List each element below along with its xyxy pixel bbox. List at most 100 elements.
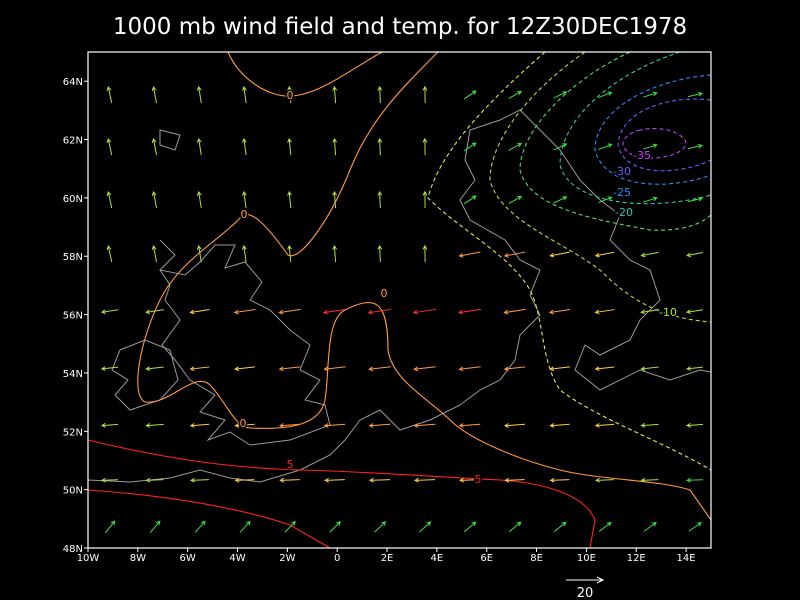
- wind-arrow: [459, 477, 480, 483]
- wind-arrow: [595, 477, 614, 483]
- wind-arrow: [503, 308, 526, 315]
- y-tick-label: 50N: [63, 486, 83, 497]
- y-tick-label: 54N: [63, 369, 83, 380]
- wind-arrow: [640, 423, 659, 428]
- y-tick-label: 56N: [63, 311, 83, 322]
- contour-label: 0: [287, 89, 294, 102]
- wind-arrow: [598, 143, 613, 151]
- wind-arrow: [508, 195, 523, 204]
- y-tick-label: 52N: [63, 427, 83, 438]
- wind-arrow: [549, 366, 570, 372]
- wind-arrow: [508, 521, 522, 533]
- wind-arrow: [242, 137, 247, 156]
- x-tick-label: 2E: [381, 553, 394, 564]
- contour-minus10: [489, 51, 712, 323]
- x-tick-label: 8W: [130, 553, 146, 564]
- contour-minus30: [617, 98, 712, 172]
- coast-europe: [87, 109, 712, 483]
- wind-arrow: [332, 85, 338, 104]
- wind-arrow: [242, 190, 247, 209]
- wind-arrow: [189, 423, 210, 428]
- wind-arrow: [189, 366, 210, 372]
- wind-vectors: [100, 85, 704, 534]
- wind-arrow: [640, 477, 659, 483]
- x-tick-label: 10W: [77, 553, 100, 564]
- wind-arrow: [549, 423, 570, 428]
- temperature-contours: [87, 51, 712, 549]
- wind-arrow: [503, 251, 526, 258]
- contour-minus25: [594, 74, 712, 185]
- wind-arrow: [553, 196, 568, 204]
- wind-arrow: [242, 244, 247, 263]
- wind-arrow: [594, 251, 615, 258]
- wind-arrow: [377, 85, 383, 104]
- wind-arrow: [422, 244, 428, 263]
- wind-arrow: [553, 521, 567, 533]
- map-frame: [87, 51, 712, 549]
- wind-arrow: [553, 143, 568, 151]
- contour-5: [87, 489, 331, 549]
- reference-label: 20: [577, 586, 594, 600]
- wind-arrow: [100, 423, 119, 428]
- wind-arrow: [374, 521, 387, 533]
- wind-arrow: [463, 142, 477, 152]
- x-tick-label: 0: [334, 553, 340, 564]
- wind-arrow: [508, 90, 523, 99]
- wind-arrow: [106, 191, 113, 209]
- contour-minus15: [519, 51, 712, 231]
- wind-arrow: [234, 366, 255, 372]
- reference-arrow-head: [596, 576, 605, 584]
- contour-label: -35: [633, 149, 651, 162]
- wind-arrow: [196, 190, 202, 209]
- wind-arrow: [323, 423, 346, 428]
- wind-arrow: [279, 477, 300, 483]
- wind-arrow: [463, 195, 477, 205]
- wind-arrow: [287, 244, 292, 263]
- wind-arrow: [106, 138, 113, 156]
- wind-arrow: [322, 308, 347, 315]
- contour-label: -30: [613, 165, 631, 178]
- wind-arrow: [464, 521, 477, 533]
- wind-arrow: [189, 477, 209, 483]
- coast-britain: [158, 239, 331, 446]
- wind-arrow: [598, 91, 613, 99]
- y-tick-label: 58N: [63, 252, 83, 263]
- wind-arrow: [504, 477, 525, 483]
- wind-arrow: [413, 366, 436, 372]
- wind-arrow: [234, 423, 255, 428]
- x-tick-label: 4W: [229, 553, 245, 564]
- wind-arrow: [287, 137, 292, 156]
- x-tick-label: 4E: [431, 553, 444, 564]
- wind-arrow: [549, 251, 570, 258]
- wind-arrow: [149, 520, 161, 534]
- wind-arrow: [598, 196, 613, 204]
- wind-arrow: [377, 190, 383, 209]
- wind-arrow: [594, 423, 615, 428]
- coastlines: [87, 109, 712, 483]
- y-tick-label: 60N: [63, 194, 83, 205]
- wind-arrow: [324, 477, 345, 483]
- wind-arrow: [594, 309, 615, 315]
- wind-arrow: [145, 423, 164, 428]
- wind-arrow: [104, 520, 116, 534]
- contour-minus5: [427, 51, 712, 471]
- wind-arrow: [503, 366, 526, 372]
- wind-arrow: [106, 86, 113, 104]
- wind-arrow: [413, 423, 436, 428]
- contour-label: 0: [381, 287, 388, 300]
- wind-arrow: [145, 366, 164, 371]
- contour-label: 0: [240, 417, 247, 430]
- wind-arrow: [687, 196, 703, 203]
- wind-arrow: [685, 309, 704, 315]
- y-tick-label: 62N: [63, 136, 83, 147]
- wind-arrow: [458, 423, 481, 428]
- contour-label: 5: [287, 458, 294, 471]
- contour-minus35: [622, 128, 687, 159]
- wind-arrow: [368, 477, 390, 483]
- wind-arrow: [151, 85, 158, 104]
- wind-arrow: [100, 366, 119, 371]
- wind-arrow: [643, 522, 657, 532]
- wind-arrow: [233, 308, 256, 315]
- wind-arrow: [553, 91, 568, 99]
- wind-arrow: [189, 309, 210, 315]
